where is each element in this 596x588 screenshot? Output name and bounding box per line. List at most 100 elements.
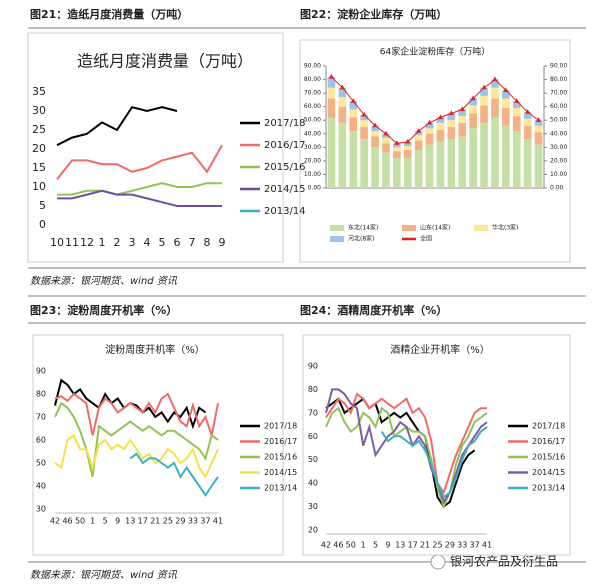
bar-segment [480, 122, 488, 188]
x-tick-label: 33 [188, 517, 198, 526]
bar-segment [371, 125, 379, 132]
marker [492, 76, 498, 82]
legend-label: 2013/14 [532, 484, 565, 493]
y2-tick-label: 30.00 [550, 144, 567, 151]
x-tick-label: 3 [129, 236, 136, 249]
x-tick-label: 50 [346, 541, 356, 550]
y-tick-label: 60.00 [304, 103, 321, 110]
x-tick-label: 6 [174, 236, 181, 249]
series-line [331, 76, 539, 144]
x-tick-label: 10 [50, 236, 64, 249]
y-tick-label: 40.00 [304, 130, 321, 137]
bar-segment [523, 125, 532, 140]
y-tick-label: 70 [308, 408, 318, 417]
y-tick-label: 50.00 [304, 117, 321, 124]
y2-tick-label: 80.00 [550, 76, 567, 83]
y-tick-label: 25 [32, 123, 46, 136]
chart-title: 64家企业淀粉库存（万吨） [380, 46, 490, 58]
x-tick-label: 9 [219, 236, 226, 249]
bar-segment [502, 125, 510, 188]
legend-label: 2014/15 [532, 468, 565, 477]
bar-segment [360, 114, 368, 121]
bar-segment [425, 144, 434, 188]
bar-segment [523, 112, 532, 119]
bar-segment [491, 117, 499, 188]
bar-segment [327, 87, 336, 99]
y2-tick-label: 40.00 [550, 130, 567, 137]
x-tick-label: 25 [432, 541, 442, 550]
legend-label: 2015/16 [532, 453, 565, 462]
marker [339, 84, 345, 90]
bar-segment [436, 122, 445, 130]
x-tick-label: 17 [408, 541, 418, 550]
marker [437, 114, 444, 120]
legend-label: 2017/18 [532, 422, 565, 431]
bar-segment [371, 136, 379, 148]
y2-tick-label: 70.00 [550, 90, 567, 97]
bar-segment [436, 117, 445, 123]
bar-segment [469, 105, 477, 114]
marker [459, 106, 465, 111]
marker [514, 98, 520, 103]
y-tick-label: 20 [32, 142, 46, 155]
series-line [57, 182, 222, 196]
bar-segment [414, 131, 423, 136]
legend-label: 2015/16 [264, 162, 306, 173]
bar-segment [469, 98, 477, 106]
bar-segment [403, 141, 412, 146]
legend-swatch [330, 236, 344, 242]
x-tick-label: 29 [175, 517, 185, 526]
x-tick-label: 46 [62, 517, 72, 526]
series-line [325, 397, 476, 509]
marker [535, 117, 542, 122]
legend-label: 山东(14家) [420, 224, 450, 232]
series-line [54, 433, 219, 479]
x-tick-label: 9 [385, 541, 390, 550]
bar-segment [523, 118, 532, 126]
x-tick-label: 42 [321, 541, 331, 550]
y-tick-label: 60 [36, 436, 46, 445]
bar-segment [502, 90, 510, 99]
marker [328, 73, 335, 79]
series-line [54, 401, 219, 478]
chart-title: 淀粉周度开机率（%） [105, 343, 205, 356]
legend-label: 全国 [420, 235, 432, 243]
bar-segment [338, 106, 347, 123]
y-tick-label: 90 [36, 367, 46, 376]
y2-tick-label: 10.00 [550, 171, 567, 178]
series-line [56, 106, 178, 147]
bar-segment [458, 136, 467, 188]
legend-label: 东北(14家) [348, 224, 378, 232]
x-tick-label: 33 [457, 541, 467, 550]
y-tick-label: 5 [39, 199, 46, 212]
bar-segment [349, 131, 358, 188]
bar-segment [491, 98, 499, 118]
y-tick-label: 30 [308, 502, 318, 511]
marker [426, 119, 433, 125]
legend-label: 2016/17 [264, 437, 297, 446]
bar-segment [349, 117, 358, 132]
x-tick-label: 8 [204, 236, 211, 249]
series-line [380, 426, 488, 499]
y-tick-label: 0.00 [308, 185, 322, 192]
x-tick-label: 29 [445, 541, 455, 550]
bar-segment [360, 127, 368, 140]
x-tick-label: 5 [159, 236, 166, 249]
bar-segment [502, 108, 510, 126]
bar-segment [414, 140, 423, 151]
y2-tick-label: 50.00 [550, 117, 567, 124]
x-tick-label: 11 [65, 236, 79, 249]
bar-segment [512, 108, 521, 117]
bar-segment [360, 139, 368, 188]
bar-segment [327, 98, 336, 118]
heading: 图22：淀粉企业库存（万吨） [300, 7, 447, 21]
bar-segment [371, 147, 379, 188]
y-tick-label: 80 [308, 385, 318, 394]
x-tick-label: 21 [150, 517, 160, 526]
bar-segment [534, 120, 543, 126]
legend-label: 2016/17 [532, 437, 565, 446]
bar-segment [447, 127, 456, 140]
y2-tick-label: 0.00 [550, 185, 564, 192]
legend-label: 2016/17 [264, 140, 306, 151]
